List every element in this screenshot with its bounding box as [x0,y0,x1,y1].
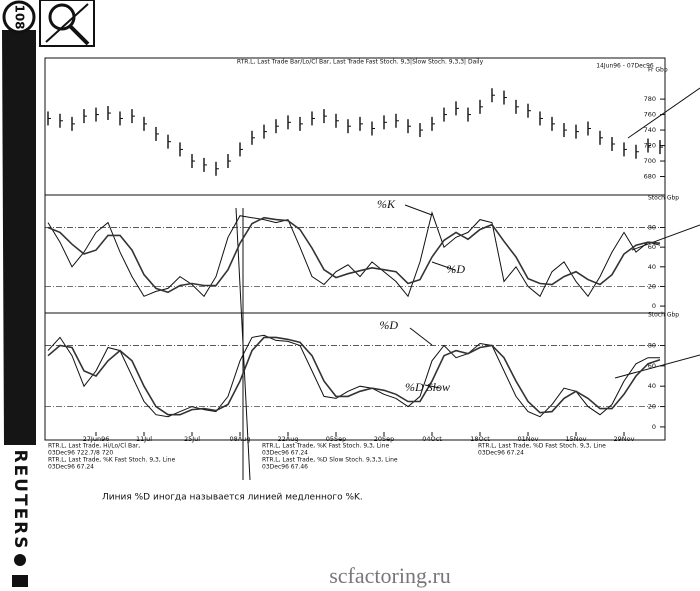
series-label: %D [379,318,398,332]
series-label: %K [377,197,396,211]
legend-note: RTR.L, Last Trade, %K Fast Stoch. 9,3, L… [48,457,175,464]
label-arrow [424,384,441,389]
page-number-badge [2,0,36,34]
section-icon-handle [68,24,90,46]
x-tick-label: 22Aug [278,435,299,443]
publisher-logo [14,554,26,566]
series-label: %D Slow [405,380,450,394]
legend-note: 03Dec96 67.24 [262,450,308,457]
legend-note: 03Dec96 67.24 [48,464,94,471]
caption: Линия %D иногда называется линией медлен… [102,493,363,503]
y-tick-label: 760 [644,111,656,119]
x-tick-label: 05Sep [326,435,347,443]
y-tick-label: 40 [648,382,656,390]
x-tick-label: 08Aug [230,435,251,443]
date-range: 14Jun96 - 07Dec96 [596,63,654,70]
series-line [47,336,661,416]
axis-unit: Stoch Gbp [648,195,679,202]
y-tick-label: 0 [652,302,656,310]
y-tick-label: 60 [648,362,656,370]
x-tick-label: 18Oct [470,435,490,443]
page-number: 108 [13,4,27,29]
x-tick-label: 15Nov [566,435,587,443]
legend-note: RTR.L, Last Trade, %D Slow Stoch. 9,3,3,… [262,457,398,464]
series-line [47,216,661,294]
chart-frame [44,57,666,441]
axis-unit: Stoch Gbp [648,312,679,319]
series-line [47,334,660,418]
side-pointer [614,354,700,379]
page-edge-strip [2,30,36,445]
publisher-mark [12,575,28,587]
label-arrow [404,204,433,216]
caption-pointer [235,207,251,481]
legend-note: 03Dec96 67.46 [262,464,308,471]
label-arrow [409,327,433,346]
x-tick-label: 11Jul [136,435,152,443]
y-tick-label: 700 [644,157,656,165]
watermark: scfactoring.ru [329,563,451,588]
axis-unit: Fr Gbp [648,67,668,74]
x-tick-label: 20Sep [374,435,395,443]
legend-note: 03Dec96 67.24 [478,450,524,457]
legend-note: RTR.L, Last Trade, Hi/Lo/Cl Bar, [48,443,140,450]
y-tick-label: 40 [648,263,656,271]
y-tick-label: 0 [652,423,656,431]
y-tick-label: 60 [648,243,656,251]
x-tick-label: 27Jun96 [83,435,110,443]
section-icon-slash [45,3,89,43]
series-label: %D [446,262,465,276]
series-line [47,211,661,298]
legend-note: 03Dec96 722.7/8 720 [48,450,113,457]
x-tick-label: 04Oct [422,435,442,443]
legend-note: RTR.L, Last Trade, %D Fast Stoch. 9,3, L… [478,443,606,450]
label-arrow [431,261,456,271]
legend-note: RTR.L, Last Trade, %K Fast Stoch. 9,3, L… [262,443,389,450]
x-tick-label: 01Nov [518,435,539,443]
y-tick-label: 680 [644,173,656,181]
side-pointer [627,87,700,139]
x-tick-label: 29Nov [614,435,635,443]
chart-header: RTR.L, Last Trade Bar/Lo/Cl Bar, Last Tr… [237,59,484,66]
y-tick-label: 780 [644,95,656,103]
y-tick-label: 740 [644,126,656,134]
publisher: REUTERS [10,449,30,550]
side-pointer [631,224,700,251]
x-tick-label: 25Jul [184,435,200,443]
